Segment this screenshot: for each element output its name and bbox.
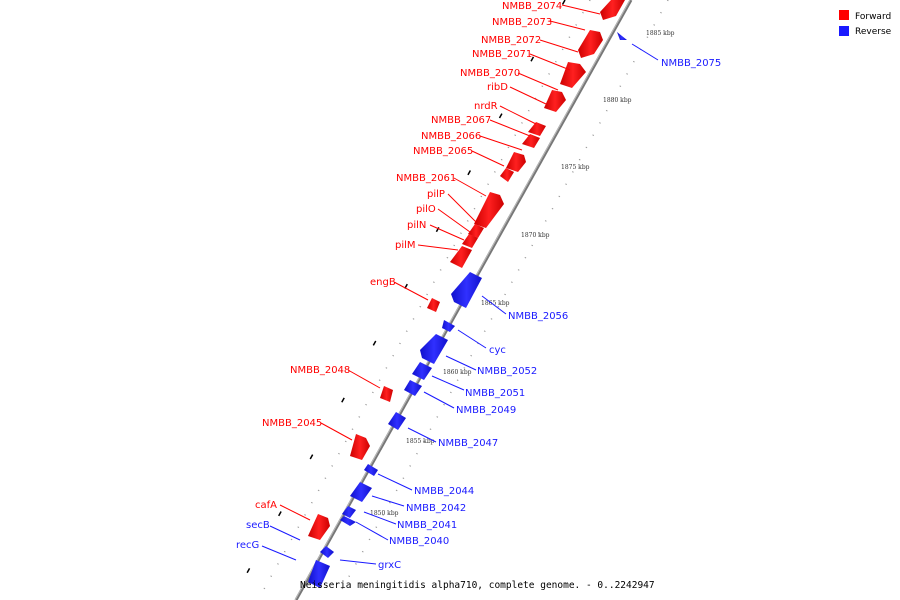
gene-label[interactable]: NMBB_2075 — [661, 58, 721, 69]
reverse-leaders — [261, 43, 659, 565]
gene-label[interactable]: cyc — [489, 345, 506, 356]
reverse-features — [308, 32, 627, 588]
gene-block[interactable] — [500, 168, 514, 182]
gene-label[interactable]: NMBB_2045 — [262, 418, 322, 429]
scale-tick: 1865 kbp — [481, 300, 510, 307]
gene-label[interactable]: nrdR — [474, 101, 498, 112]
gene-block[interactable] — [600, 0, 625, 20]
gene-label[interactable]: NMBB_2071 — [472, 49, 532, 60]
gene-label[interactable]: NMBB_2061 — [396, 173, 456, 184]
gene-label[interactable]: NMBB_2042 — [406, 503, 466, 514]
gene-block[interactable] — [544, 90, 566, 112]
scale-tick: 1855 kbp — [406, 438, 435, 445]
gene-label[interactable]: NMBB_2065 — [413, 146, 473, 157]
scale-tick: 1850 kbp — [370, 510, 399, 517]
gene-block[interactable] — [364, 464, 378, 476]
gene-block[interactable] — [342, 506, 356, 518]
gene-label[interactable]: NMBB_2044 — [414, 486, 474, 497]
gene-label[interactable]: pilM — [395, 240, 416, 251]
gene-block[interactable] — [350, 482, 372, 502]
legend-swatch-reverse — [839, 26, 849, 36]
gene-label[interactable]: pilN — [407, 220, 426, 231]
gene-label[interactable]: NMBB_2056 — [508, 311, 568, 322]
gene-block[interactable] — [380, 386, 393, 402]
gene-label[interactable]: NMBB_2049 — [456, 405, 516, 416]
forward-labels: NMBB_2074 NMBB_2073 NMBB_2072 NMBB_2071 … — [255, 1, 562, 511]
legend-label-reverse: Reverse — [855, 27, 892, 37]
gene-block[interactable] — [412, 362, 432, 380]
gene-block[interactable] — [308, 560, 330, 588]
gene-label[interactable]: NMBB_2051 — [465, 388, 525, 399]
gene-label[interactable]: pilO — [416, 204, 436, 215]
gene-label[interactable]: NMBB_2073 — [492, 17, 552, 28]
gene-block[interactable] — [308, 514, 330, 540]
gene-block[interactable] — [427, 298, 440, 312]
gene-block[interactable] — [578, 30, 603, 58]
gene-label[interactable]: NMBB_2047 — [438, 438, 498, 449]
gene-label[interactable]: NMBB_2072 — [481, 35, 541, 46]
gene-block[interactable] — [340, 516, 356, 526]
gene-label[interactable]: NMBB_2052 — [477, 366, 537, 377]
gene-label[interactable]: NMBB_2040 — [389, 536, 449, 547]
legend-label-forward: Forward — [855, 12, 891, 22]
gene-block[interactable] — [560, 62, 586, 88]
gene-block[interactable] — [617, 32, 627, 40]
scale-tick: 1870 kbp — [521, 232, 550, 239]
gene-label[interactable]: pilP — [427, 189, 445, 200]
gene-label[interactable]: cafA — [255, 500, 277, 511]
gene-label[interactable]: grxC — [378, 560, 401, 571]
gene-block[interactable] — [522, 134, 540, 148]
gene-label[interactable]: ribD — [487, 82, 508, 93]
gene-block[interactable] — [320, 546, 334, 558]
gene-block[interactable] — [442, 320, 455, 332]
scale-tick: 1880 kbp — [603, 97, 632, 104]
gene-label[interactable]: NMBB_2066 — [421, 131, 481, 142]
gene-block[interactable] — [528, 122, 546, 136]
gene-block[interactable] — [462, 234, 478, 248]
gene-label[interactable]: recG — [236, 540, 259, 551]
gene-label[interactable]: NMBB_2041 — [397, 520, 457, 531]
genome-caption: Neisseria meningitidis alpha710, complet… — [300, 580, 655, 591]
gene-block[interactable] — [420, 334, 448, 364]
gene-block[interactable] — [404, 380, 422, 396]
gene-label[interactable]: NMBB_2074 — [502, 1, 562, 12]
gene-label[interactable]: NMBB_2070 — [460, 68, 520, 79]
gene-label[interactable]: NMBB_2048 — [290, 365, 350, 376]
scale-tick: 1885 kbp — [646, 30, 675, 37]
scale-ticks: 1885 kbp 1880 kbp 1875 kbp 1870 kbp 1865… — [370, 30, 675, 517]
reverse-labels: NMBB_2075 NMBB_2056 cyc NMBB_2052 NMBB_2… — [236, 58, 721, 571]
gene-label[interactable]: NMBB_2067 — [431, 115, 491, 126]
gene-block[interactable] — [451, 272, 482, 308]
gene-label[interactable]: secB — [246, 520, 270, 531]
guide-inner — [231, 0, 566, 600]
forward-leaders — [279, 4, 601, 521]
gene-block[interactable] — [350, 434, 370, 460]
gene-block[interactable] — [506, 152, 526, 172]
scale-tick: 1875 kbp — [561, 164, 590, 171]
gene-label[interactable]: engB — [370, 277, 396, 288]
forward-features — [308, 0, 625, 540]
legend: Forward Reverse — [839, 10, 892, 37]
gene-block[interactable] — [388, 412, 406, 430]
gene-block[interactable] — [474, 192, 504, 228]
legend-swatch-forward — [839, 10, 849, 20]
gene-block[interactable] — [450, 246, 472, 268]
scale-tick: 1860 kbp — [443, 369, 472, 376]
gene-block[interactable] — [468, 224, 484, 238]
